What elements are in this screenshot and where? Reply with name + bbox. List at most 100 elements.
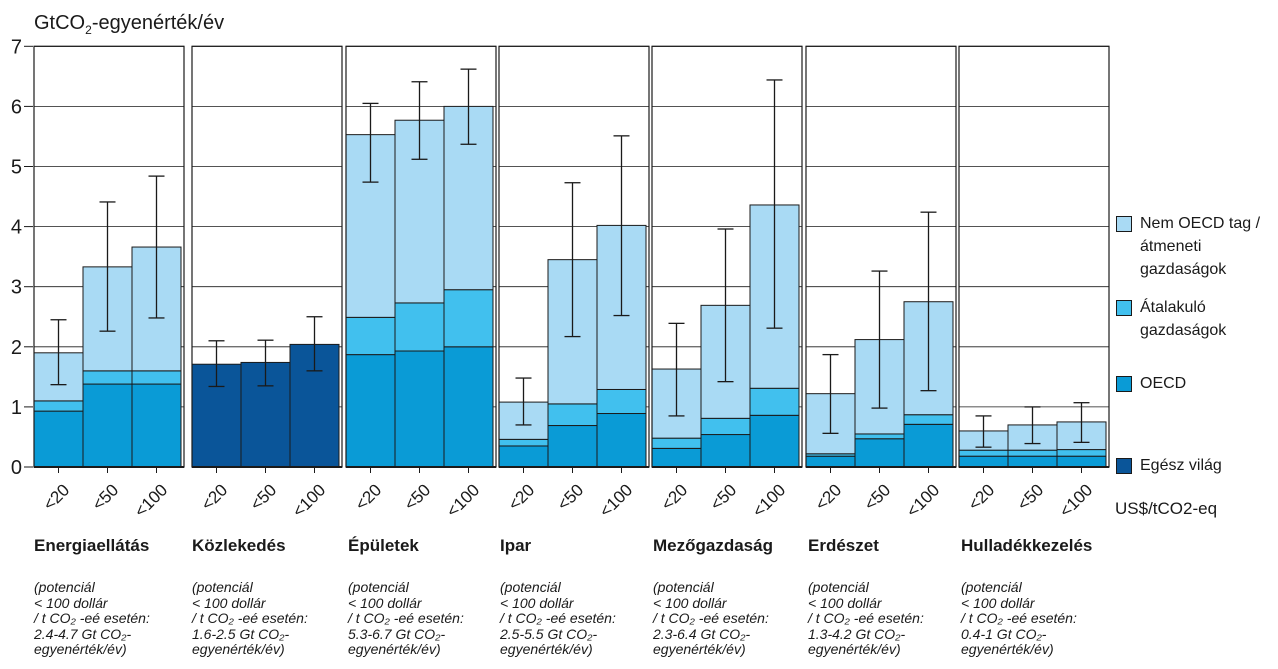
bar-segment-eit xyxy=(394,302,445,352)
bar-segment-eit xyxy=(1056,449,1107,457)
bar-segment-oecd xyxy=(443,346,494,468)
legend-item-oecd: OECD xyxy=(1116,372,1278,395)
legend-swatch-oecd xyxy=(1116,376,1132,392)
legend-label-nonoecd: Nem OECD tag / átmeneti gazdaságok xyxy=(1140,215,1261,278)
sector-note-epuletek: (potenciál < 100 dollár / t CO₂ -eé eset… xyxy=(348,579,464,657)
bar-segment-oecd xyxy=(131,383,182,468)
sector-note-energiaellatas: (potenciál < 100 dollár / t CO₂ -eé eset… xyxy=(34,579,150,657)
bar-segment-oecd xyxy=(33,410,84,468)
legend-label-world: Egész világ xyxy=(1140,457,1222,474)
x-tick-label: <20 xyxy=(657,480,691,514)
x-tick-label: <20 xyxy=(351,480,385,514)
bar-segment-oecd xyxy=(805,455,856,468)
bar-segment-eit xyxy=(498,438,549,447)
sector-title-epuletek: Épületek xyxy=(348,536,419,555)
bar-segment-oecd xyxy=(749,414,800,468)
sector-panel-6: <20 <50 <100 xyxy=(958,45,1110,521)
bar-segment-eit xyxy=(131,370,182,385)
bar-segment-eit xyxy=(33,400,84,412)
x-tick-label: <20 xyxy=(964,480,998,514)
bar-segment-oecd xyxy=(651,447,702,468)
bar-segment-eit xyxy=(82,370,133,385)
x-unit-label: US$/tCO2-eq xyxy=(1115,499,1218,518)
sector-title-erdeszet: Erdészet xyxy=(808,536,879,555)
x-tick-label: <20 xyxy=(197,480,231,514)
bar-segment-oecd xyxy=(700,434,751,468)
x-tick-label: <100 xyxy=(289,480,330,521)
x-tick-label: <50 xyxy=(706,480,740,514)
bar-segment-eit xyxy=(345,316,396,356)
bar-segment-oecd xyxy=(345,354,396,468)
bar-segment-eit xyxy=(443,289,494,348)
sector-title-ipar: Ipar xyxy=(500,536,532,555)
sector-note-kozlekedes: (potenciál < 100 dollár / t CO₂ -eé eset… xyxy=(192,579,308,657)
legend-swatch-world xyxy=(1116,458,1132,474)
x-tick-label: <100 xyxy=(131,480,172,521)
y-tick-label: 6 xyxy=(11,96,22,118)
bar-segment-eit xyxy=(903,414,954,425)
bar-segment-oecd xyxy=(1056,455,1107,468)
x-tick-label: <100 xyxy=(596,480,637,521)
sector-title-kozlekedes: Közlekedés xyxy=(192,536,286,555)
sector-panel-4: <20 <50 <100 xyxy=(651,45,803,521)
bar-segment-eit xyxy=(1007,449,1058,457)
x-tick-label: <50 xyxy=(553,480,587,514)
bar-segment-eit xyxy=(596,388,647,415)
bar-segment-eit xyxy=(700,417,751,436)
bar-segment-oecd xyxy=(82,383,133,468)
x-tick-label: <50 xyxy=(88,480,122,514)
bar-segment-oecd xyxy=(394,350,445,468)
sector-title-hulladekkezeles: Hulladékkezelés xyxy=(961,536,1093,555)
legend-item-world: Egész világ xyxy=(1116,454,1278,477)
y-tick-label: 1 xyxy=(11,397,22,419)
y-tick-label: 3 xyxy=(11,277,22,299)
x-tick-label: <50 xyxy=(1013,480,1047,514)
bar-segment-eit xyxy=(547,403,598,427)
bar-segment-oecd xyxy=(547,425,598,468)
bar-segment-eit xyxy=(854,433,905,440)
panel-frame xyxy=(958,45,1110,468)
x-tick-label: <100 xyxy=(749,480,790,521)
x-tick-label: <50 xyxy=(246,480,280,514)
bar-segment-oecd xyxy=(498,445,549,468)
bar-segment-oecd xyxy=(1007,455,1058,468)
sector-note-hulladekkezeles: (potenciál < 100 dollár / t CO₂ -eé eset… xyxy=(961,579,1077,657)
sector-panel-5: <20 <50 <100 xyxy=(805,45,957,521)
bar-segment-eit xyxy=(749,387,800,416)
sector-note-ipar: (potenciál < 100 dollár / t CO₂ -eé eset… xyxy=(500,579,616,657)
sector-note-erdeszet: (potenciál < 100 dollár / t CO₂ -eé eset… xyxy=(808,579,924,657)
sector-panel-2: <20 <50 <100 xyxy=(345,45,497,521)
x-tick-label: <50 xyxy=(400,480,434,514)
bar-segment-eit xyxy=(958,449,1009,457)
x-tick-label: <20 xyxy=(811,480,845,514)
sector-title-energiaellatas: Energiaellátás xyxy=(34,536,150,555)
x-tick-label: <50 xyxy=(860,480,894,514)
legend-item-nonoecd: Nem OECD tag / átmeneti gazdaságok xyxy=(1116,212,1278,281)
y-tick-label: 2 xyxy=(11,337,22,359)
y-axis-title: GtCO2-egyenérték/év xyxy=(34,12,225,37)
bar-segment-oecd xyxy=(596,413,647,468)
bar-segment-oecd xyxy=(903,423,954,468)
sector-note-mezogazdasag: (potenciál < 100 dollár / t CO₂ -eé eset… xyxy=(653,579,769,657)
x-tick-label: <100 xyxy=(443,480,484,521)
sector-panel-1: <20 <50 <100 xyxy=(191,45,343,521)
x-tick-label: <100 xyxy=(903,480,944,521)
legend-label-eit: Átalakuló gazdaságok xyxy=(1140,299,1227,339)
y-tick-label: 4 xyxy=(11,217,22,239)
x-tick-label: <20 xyxy=(504,480,538,514)
bar-segment-oecd xyxy=(854,438,905,468)
x-tick-label: <20 xyxy=(39,480,73,514)
bar-segment-eit xyxy=(651,437,702,449)
x-tick-label: <100 xyxy=(1056,480,1097,521)
legend-label-oecd: OECD xyxy=(1140,375,1187,392)
legend-item-eit: Átalakuló gazdaságok xyxy=(1116,296,1278,342)
bar-segment-oecd xyxy=(958,455,1009,468)
y-tick-label: 7 xyxy=(11,36,22,58)
y-tick-label: 0 xyxy=(11,457,22,479)
y-tick-label: 5 xyxy=(11,157,22,179)
sector-panel-0: <20 <50 <100 xyxy=(33,45,185,521)
sector-panel-3: <20 <50 <100 xyxy=(498,45,650,521)
legend-swatch-eit xyxy=(1116,300,1132,316)
legend-swatch-nonoecd xyxy=(1116,216,1132,232)
